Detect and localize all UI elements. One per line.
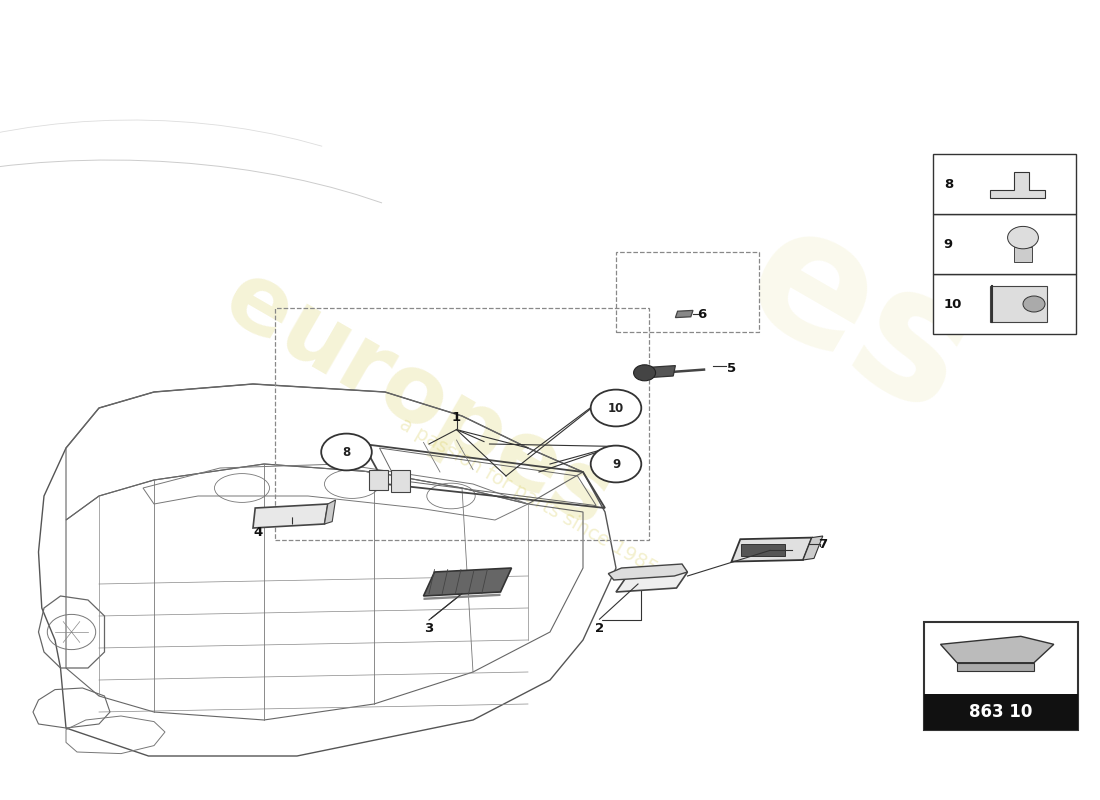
Bar	[924, 622, 1078, 730]
Circle shape	[321, 434, 372, 470]
Polygon shape	[990, 172, 1045, 198]
Polygon shape	[675, 310, 693, 318]
Polygon shape	[424, 594, 500, 600]
Bar	[933, 274, 1076, 334]
Polygon shape	[940, 636, 1054, 662]
Circle shape	[1023, 296, 1045, 312]
Text: 8: 8	[944, 178, 953, 190]
Bar	[1014, 247, 1032, 262]
Text: 3: 3	[425, 622, 433, 634]
Text: 4: 4	[254, 526, 263, 538]
Polygon shape	[616, 572, 688, 592]
Text: 10: 10	[944, 298, 962, 310]
Circle shape	[1008, 226, 1038, 249]
Text: 2: 2	[595, 622, 604, 634]
Circle shape	[634, 365, 656, 381]
Text: 863 10: 863 10	[969, 703, 1033, 721]
Text: es: es	[715, 186, 1001, 454]
Circle shape	[591, 446, 641, 482]
Text: 9: 9	[944, 238, 953, 250]
Polygon shape	[803, 536, 823, 560]
Text: 8: 8	[342, 446, 351, 458]
Polygon shape	[324, 500, 336, 524]
Bar	[368, 470, 388, 490]
Text: 7: 7	[818, 538, 827, 550]
Bar	[990, 286, 1047, 322]
Text: 1: 1	[452, 411, 461, 424]
Text: europes: europes	[208, 253, 628, 547]
Polygon shape	[732, 538, 812, 562]
Bar	[741, 544, 785, 556]
Polygon shape	[649, 366, 675, 378]
Bar	[924, 694, 1078, 730]
Bar	[390, 470, 410, 492]
Polygon shape	[608, 564, 688, 580]
Bar	[933, 154, 1076, 214]
Bar	[933, 214, 1076, 274]
Polygon shape	[424, 568, 512, 596]
Text: 10: 10	[608, 402, 624, 414]
Text: 6: 6	[697, 308, 706, 321]
Text: 9: 9	[612, 458, 620, 470]
Polygon shape	[957, 662, 1034, 670]
Text: 5: 5	[727, 362, 736, 374]
Circle shape	[591, 390, 641, 426]
Polygon shape	[253, 504, 328, 528]
Text: a passion for parts since 1985: a passion for parts since 1985	[396, 414, 660, 578]
